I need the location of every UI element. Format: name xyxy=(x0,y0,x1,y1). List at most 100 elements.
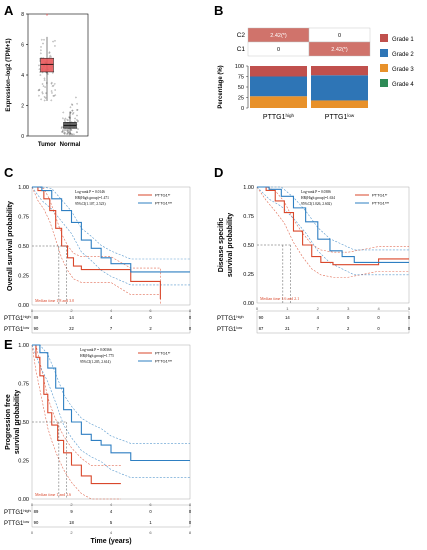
data-point xyxy=(65,133,68,135)
data-point xyxy=(68,116,70,119)
ci-band-high xyxy=(257,186,409,253)
data-point xyxy=(68,131,71,134)
x-tick-label: 5 xyxy=(408,306,411,311)
panel-b-heatmap-bars: C2 2.42(*) 0 C1 0 2.42(*) Grade 1 Grade 2 Grade … xyxy=(218,27,414,121)
data-point xyxy=(52,40,54,43)
risk-count: 5 xyxy=(110,520,113,525)
ci-band-low xyxy=(256,186,409,276)
data-point xyxy=(48,51,51,54)
y-tick-label: 2 xyxy=(21,104,24,110)
data-point xyxy=(67,131,69,134)
data-point xyxy=(44,97,47,99)
y-tick-label: 0.25 xyxy=(18,459,29,465)
risk-count: 0 xyxy=(408,326,411,331)
panel-letter-b: B xyxy=(214,3,224,18)
legend-label: Grade 2 xyxy=(392,52,414,58)
risk-count: 0 xyxy=(189,315,192,320)
data-point xyxy=(39,74,42,76)
stats-annotation: 95%CI(1.107, 2.523) xyxy=(75,202,106,207)
data-point xyxy=(38,64,40,67)
risk-row-label: PTTG1low xyxy=(4,519,29,528)
risk-row-label: PTTG1low xyxy=(217,325,242,334)
x-tick-label: 2 xyxy=(317,306,320,311)
y-tick-label: 0.50 xyxy=(18,420,29,426)
data-point xyxy=(76,102,78,105)
data-point xyxy=(66,130,69,132)
legend-label: Grade 1 xyxy=(392,37,414,43)
ci-band-low xyxy=(257,186,409,251)
heatmap-cell-label: 2.42(*) xyxy=(270,33,287,39)
data-point xyxy=(76,131,78,133)
y-tick-label: 0.00 xyxy=(18,303,29,309)
data-point xyxy=(51,72,54,74)
ci-band-low xyxy=(32,186,190,260)
data-point xyxy=(38,94,40,97)
data-point xyxy=(63,119,66,121)
panel-letter-e: E xyxy=(4,337,13,352)
stats-annotation: Log-rank P = 0.0146 xyxy=(75,190,105,194)
y-tick-label: 0.50 xyxy=(18,244,29,250)
risk-row-label: PTTG1high xyxy=(4,314,31,323)
data-point xyxy=(74,120,76,123)
data-point xyxy=(50,82,53,85)
data-point xyxy=(71,113,74,115)
y-axis-label: Overall survival probability xyxy=(7,201,14,291)
survival-curve-low xyxy=(257,186,409,263)
data-point xyxy=(54,94,57,96)
legend-swatch xyxy=(380,79,388,87)
y-axis-label: Progression free xyxy=(5,394,12,450)
legend-label: PTTG1ᵉʳ xyxy=(155,351,170,356)
legend-label: PTTG1ᵉʳ xyxy=(372,193,387,198)
x-tick-label: 6 xyxy=(149,502,152,507)
stats-annotation: Log-rank P = 0.0386 xyxy=(301,190,331,194)
y-tick-label: 1.00 xyxy=(243,185,254,191)
x-tick-label: 8 xyxy=(189,530,192,535)
y-tick-label: 0.25 xyxy=(243,272,254,278)
risk-count: 18 xyxy=(69,520,74,525)
data-point xyxy=(50,90,53,92)
data-point xyxy=(72,112,75,114)
ci-band-high xyxy=(31,344,121,500)
data-point xyxy=(69,106,72,109)
ci-band-low xyxy=(32,344,190,444)
data-point xyxy=(48,52,51,54)
risk-count: 0 xyxy=(408,315,411,320)
data-point xyxy=(54,89,56,91)
ci-band-low xyxy=(31,344,190,478)
y-tick-label: 25 xyxy=(238,96,244,102)
data-point xyxy=(47,73,49,75)
data-point xyxy=(40,38,43,41)
risk-count: 1 xyxy=(149,520,152,525)
x-tick-label: 2 xyxy=(70,530,73,535)
data-point xyxy=(48,56,51,59)
risk-count: 0 xyxy=(377,326,380,331)
x-tick-label: 2 xyxy=(70,502,73,507)
x-tick-label: 6 xyxy=(149,530,152,535)
heatmap-cell xyxy=(308,41,371,57)
data-point xyxy=(75,96,77,99)
y-tick-label: 1.00 xyxy=(18,185,29,191)
median-time-text: Median time 1 and 1.6 xyxy=(35,492,71,497)
y-tick-label: 0.75 xyxy=(18,382,29,388)
panel-a-boxplot: 0 2 4 6 8 Expression–log2 (TPM+1) Tumor Normal * xyxy=(6,12,89,148)
risk-count: 0 xyxy=(189,509,192,514)
data-point xyxy=(66,129,68,131)
x-tick-label: 4 xyxy=(377,306,380,311)
ci-band-high xyxy=(256,186,409,278)
data-point xyxy=(67,130,69,133)
data-point xyxy=(37,89,40,92)
stats-annotation: 95%CI(1.026, 2.602) xyxy=(301,202,332,207)
data-point xyxy=(41,92,44,95)
data-point xyxy=(49,54,52,57)
risk-count: 0 xyxy=(189,326,192,331)
data-point xyxy=(52,95,55,97)
risk-row-label: PTTG1low xyxy=(4,325,29,334)
risk-count: 4 xyxy=(110,509,113,514)
median-time-text: Median time 1.6 and 2.1 xyxy=(260,296,299,301)
data-point xyxy=(43,96,46,98)
data-point xyxy=(64,117,67,120)
x-tick-label: 0 xyxy=(256,306,259,311)
legend-label: PTTG1ᶦᵒʷ xyxy=(372,201,389,206)
x-tick-label: 0 xyxy=(31,308,34,313)
data-point xyxy=(76,109,79,111)
